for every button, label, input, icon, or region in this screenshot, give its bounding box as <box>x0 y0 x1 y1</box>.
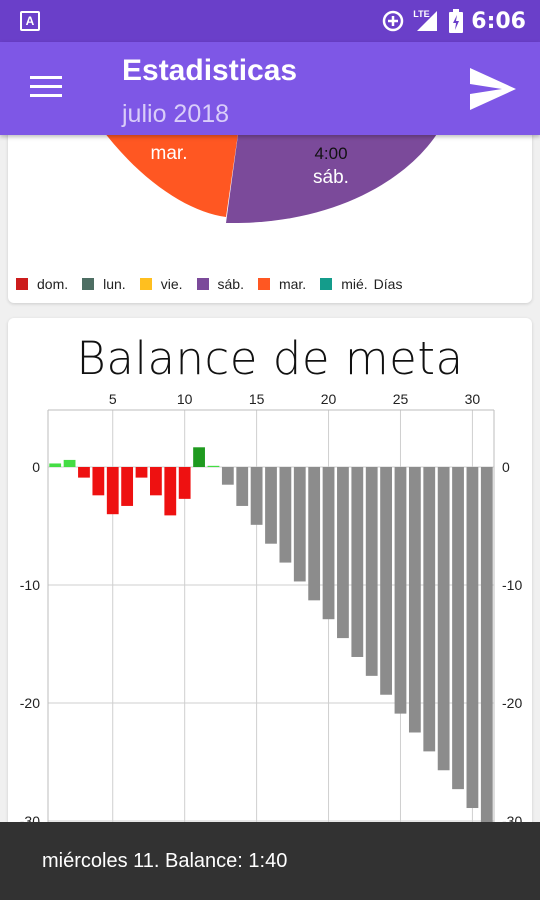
pie-label-mar: mar. <box>151 143 188 164</box>
pie-value-sab: 4:00 <box>314 144 347 163</box>
legend-item: lun. <box>82 276 126 292</box>
legend-item: vie. <box>139 276 183 292</box>
legend-label: mar. <box>278 276 307 292</box>
balance-bar-chart: 5 10 15 20 25 300 0-10 -10-20 -20-30 -30 <box>20 391 522 838</box>
bar-day-1 <box>49 463 62 467</box>
y-tick-label-right: 0 <box>502 459 510 475</box>
y-tick-label-right: -20 <box>502 695 522 711</box>
x-tick-label: 5 <box>109 391 117 407</box>
bar-day-19 <box>308 467 321 601</box>
legend-item: sáb. <box>196 276 244 292</box>
y-tick-label-left: -10 <box>20 577 40 593</box>
legend-label: lun. <box>103 276 126 292</box>
balance-chart-card: Balance de meta 5 10 15 20 25 30 0 0 -10 -10 -20 -2… <box>8 318 532 838</box>
pie-label-sab: sáb. <box>313 167 349 188</box>
legend-suffix: Días <box>373 276 403 292</box>
snackbar: miércoles 11. Balance: 1:40 <box>0 822 540 900</box>
legend-swatch <box>139 278 152 290</box>
x-tick-label: 30 <box>465 391 481 407</box>
bar-day-25 <box>394 467 407 714</box>
pie-legend: dom. lun. vie. sáb. mar. mié. Días <box>16 276 402 292</box>
bar-day-5 <box>106 467 119 515</box>
legend-label: mié. <box>341 276 368 292</box>
page-subtitle: julio 2018 <box>122 100 230 128</box>
bar-day-15 <box>250 467 263 525</box>
bar-day-29 <box>452 467 464 790</box>
legend-swatch <box>82 278 95 290</box>
legend-label: vie. <box>160 276 183 292</box>
bar-day-23 <box>365 467 378 676</box>
bar-day-17 <box>279 467 292 563</box>
status-icons: LTE 6:06 <box>381 8 526 34</box>
legend-item: dom. <box>16 276 68 292</box>
y-tick-label-left: 0 <box>32 459 40 475</box>
legend-label: dom. <box>37 276 69 292</box>
app-bar: Estadisticas julio 2018 <box>0 42 540 135</box>
bar-day-18 <box>293 467 306 582</box>
legend-swatch <box>320 278 333 290</box>
bar-day-20 <box>322 467 335 620</box>
pie-slice-sab <box>226 120 445 224</box>
bar-day-12 <box>207 465 220 467</box>
y-tick-label-left: -20 <box>20 695 40 711</box>
bar-day-7 <box>135 467 148 478</box>
legend-item: mar. <box>257 276 307 292</box>
bar-day-22 <box>351 467 364 657</box>
bar-day-3 <box>78 467 90 478</box>
bar-day-8 <box>150 467 162 496</box>
x-tick-label: 25 <box>393 391 409 407</box>
bar-day-10 <box>178 467 191 499</box>
pie-chart-card: mar. 4:00 sáb. dom. lun. vie. sáb. mar. … <box>8 120 532 303</box>
lte-signal-icon: LTE <box>413 9 441 33</box>
bar-day-13 <box>221 467 234 485</box>
hamburger-menu-icon[interactable] <box>28 72 64 102</box>
battery-icon <box>449 9 464 33</box>
legend-item: mié. <box>320 276 368 292</box>
send-icon[interactable] <box>468 66 518 112</box>
bar-day-24 <box>380 467 392 695</box>
bar-day-6 <box>121 467 134 506</box>
status-time: 6:06 <box>471 8 526 34</box>
bar-day-4 <box>92 467 105 496</box>
bar-day-30 <box>466 467 479 809</box>
legend-swatch <box>196 278 209 290</box>
y-tick-label-right: -10 <box>502 577 522 593</box>
legend-swatch <box>16 278 28 290</box>
network-type-label: LTE <box>413 9 430 19</box>
bar-day-26 <box>408 467 421 733</box>
bar-day-9 <box>164 467 177 516</box>
data-saver-icon <box>383 10 404 32</box>
page-title: Estadisticas <box>122 54 298 87</box>
pie-slice-mar <box>95 120 240 217</box>
bar-day-27 <box>423 467 436 752</box>
status-bar: A LTE 6:06 <box>0 0 540 42</box>
bar-day-14 <box>236 467 249 506</box>
x-tick-label: 20 <box>321 391 337 407</box>
legend-swatch <box>257 278 270 290</box>
legend-label: sáb. <box>217 276 244 292</box>
bar-day-28 <box>437 467 450 771</box>
x-tick-label: 10 <box>177 391 193 407</box>
bar-day-31 <box>480 467 493 827</box>
bar-day-2 <box>63 459 76 467</box>
x-tick-label: 15 <box>249 391 265 407</box>
snackbar-message: miércoles 11. Balance: 1:40 <box>42 850 288 872</box>
chart-title: Balance de meta <box>76 332 464 385</box>
pie-chart: mar. 4:00 sáb. <box>95 120 445 224</box>
app-notification-icon: A <box>20 11 40 31</box>
bar-day-11 <box>193 447 205 467</box>
bar-day-16 <box>265 467 277 544</box>
bar-day-21 <box>337 467 349 639</box>
